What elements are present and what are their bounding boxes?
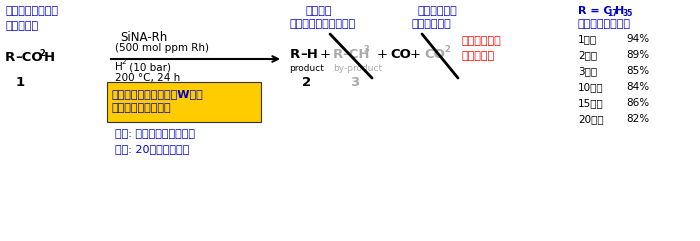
Text: 2: 2 [122,59,127,65]
Text: +: + [320,48,331,61]
Text: 85%: 85% [626,66,649,76]
Text: 35: 35 [623,9,634,18]
Text: 2: 2 [302,76,311,89]
Text: 触媒: 20回再利用可能: 触媒: 20回再利用可能 [115,144,189,154]
Text: 遅離脂芪酸: 遅離脂芪酸 [5,21,38,31]
Text: CO: CO [390,48,411,61]
Text: 15回目: 15回目 [578,98,603,108]
Text: 3回目: 3回目 [578,66,597,76]
Text: +: + [410,48,421,61]
Text: R: R [333,48,343,61]
Text: –CH: –CH [342,48,370,61]
Text: R: R [290,48,300,61]
Text: (500 mol ppm Rh): (500 mol ppm Rh) [115,43,209,53]
Text: –CO: –CO [15,51,43,64]
Text: 二酸化炭素は: 二酸化炭素は [462,36,502,46]
Text: 水素: 再生可能エネルギー: 水素: 再生可能エネルギー [115,129,195,139]
Text: CO: CO [424,48,445,61]
Text: H: H [44,51,55,64]
Text: 1回目: 1回目 [578,34,597,44]
Text: 86%: 86% [626,98,649,108]
Text: +: + [377,48,388,61]
Text: H: H [115,62,122,72]
Text: 94%: 94% [626,34,649,44]
Text: 20回目: 20回目 [578,114,603,124]
Text: マイクロ波照射　４０W程度: マイクロ波照射 ４０W程度 [112,89,204,99]
Text: バイオマス由来の: バイオマス由来の [5,6,58,16]
Text: 2回目: 2回目 [578,50,597,60]
Text: 17: 17 [607,9,617,18]
Text: 84%: 84% [626,82,649,92]
Text: 200 °C, 24 h: 200 °C, 24 h [115,73,181,83]
Text: 82%: 82% [626,114,649,124]
Text: 2: 2 [444,45,450,54]
Text: 10回目: 10回目 [578,82,603,92]
Text: 一酸化炭素は: 一酸化炭素は [418,6,458,16]
Text: （省エネルギー化）: （省エネルギー化） [112,103,172,113]
Text: 3: 3 [350,76,359,89]
Text: –H: –H [300,48,318,61]
Text: 第二世代: 第二世代 [305,6,332,16]
Text: H: H [615,6,624,16]
Text: by-product: by-product [333,64,382,73]
Text: 生成しない: 生成しない [462,51,495,61]
Text: 89%: 89% [626,50,649,60]
Text: SiNA-Rh: SiNA-Rh [120,31,167,44]
Text: 1: 1 [16,76,25,89]
Text: バイオディーゼル燃料: バイオディーゼル燃料 [290,19,356,29]
Text: product: product [289,64,324,73]
Text: (10 bar): (10 bar) [126,62,171,72]
Text: 3: 3 [363,45,369,54]
Text: （ステアリン酸）: （ステアリン酸） [578,19,631,29]
Text: 2: 2 [39,49,45,58]
Text: R = C: R = C [578,6,612,16]
Text: 石油合成原料: 石油合成原料 [412,19,452,29]
Text: R: R [5,51,15,64]
FancyBboxPatch shape [107,82,261,122]
